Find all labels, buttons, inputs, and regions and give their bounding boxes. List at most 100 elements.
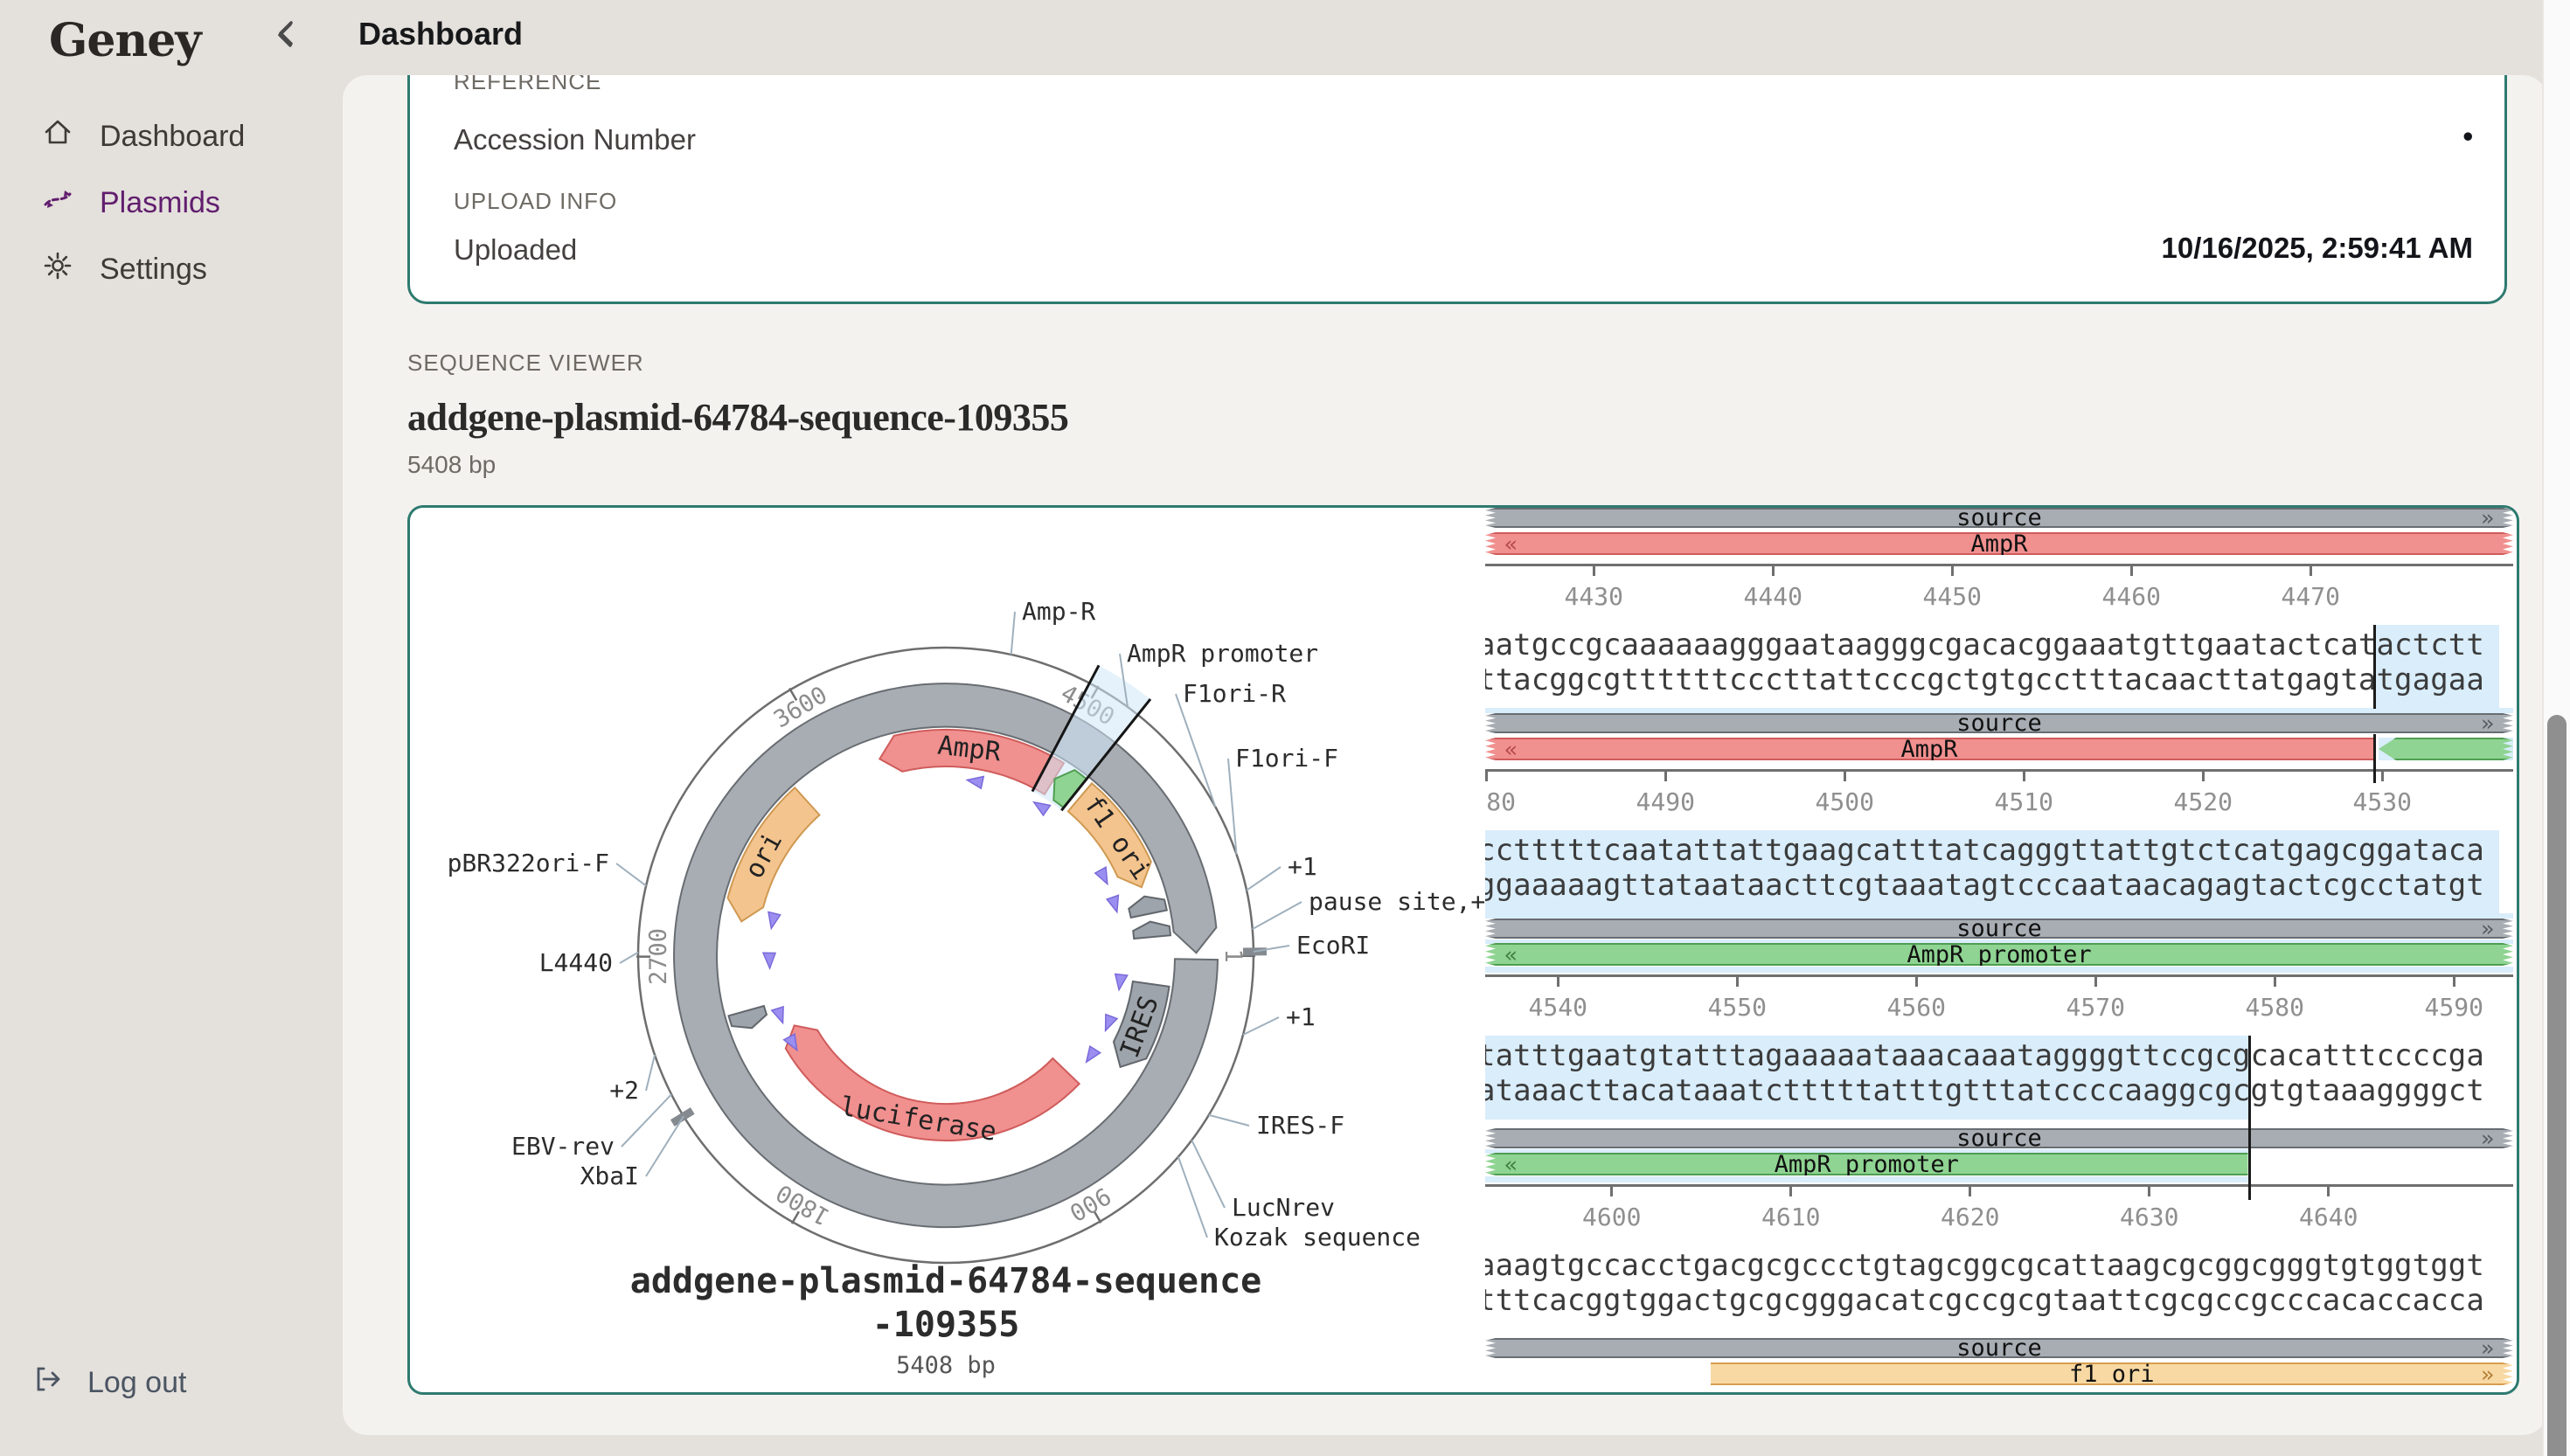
- sequence-row-block: source» f1 ori»: [1485, 1338, 2513, 1395]
- annotation-label-ampr-promoter[interactable]: AmpR promoter: [1127, 639, 1318, 668]
- ruler-coordinate: 4540: [1528, 993, 1587, 1022]
- annotation-bar-source[interactable]: source»: [1485, 508, 2513, 528]
- sidebar: Geney Dashboard Plasmids: [0, 0, 341, 1456]
- ruler-coordinate: 4480: [1485, 787, 1516, 816]
- selection-cursor-line: [2248, 1036, 2251, 1200]
- ruler-tick: [1556, 977, 1559, 987]
- selection-highlight: [1485, 1036, 2248, 1120]
- annotation-bar-source[interactable]: source»: [1485, 1128, 2513, 1148]
- sequence-top-strand[interactable]: aatgccgcaaaaaagggaataagggcgacacggaaatgtt…: [1485, 627, 2484, 662]
- annotation-bar-label: AmpR: [1970, 530, 2028, 558]
- annotation-label-pause-site-+1[interactable]: pause site,+1: [1309, 887, 1500, 916]
- annotation-label-xbai[interactable]: XbaI: [580, 1161, 639, 1190]
- annotation-bar-source[interactable]: source»: [1485, 713, 2513, 733]
- sequence-bottom-strand[interactable]: ttacggcgttttttcccttattcccgctgtgcctttacaa…: [1485, 662, 2484, 697]
- annotation-bar-label: AmpR promoter: [1907, 940, 2092, 968]
- ruler-tick: [1610, 1187, 1614, 1196]
- main-content-card: REFERENCE Accession Number • UPLOAD INFO…: [343, 75, 2547, 1435]
- feature-arc-source[interactable]: [673, 683, 1219, 1229]
- selection-wedge: [1032, 665, 1150, 811]
- annotation-bar-ampr-promoter[interactable]: AmpR promoter «: [1485, 1153, 2248, 1175]
- annotation-label-lucnrev[interactable]: LucNrev: [1232, 1193, 1335, 1222]
- annotation-label-l4440[interactable]: L4440: [539, 948, 613, 977]
- annotation-bar-source[interactable]: source»: [1485, 1338, 2513, 1358]
- sidebar-item-settings[interactable]: Settings: [0, 236, 341, 302]
- sequence-top-strand[interactable]: aaagtgccacctgacgcgccctgtagcggcgcattaagcg…: [1485, 1248, 2484, 1283]
- position-tick-label: 2700: [645, 928, 672, 985]
- sidebar-item-plasmids[interactable]: Plasmids: [0, 170, 341, 236]
- ruler-coordinate: 4520: [2173, 787, 2233, 816]
- plasmid-circular-map[interactable]: 19001800270036004500AmpRf1 orioriIRESluc…: [410, 508, 2519, 1395]
- annotation-label-+1[interactable]: +1: [1286, 1002, 1316, 1031]
- sequence-top-strand[interactable]: cctttttcaatattattgaagcatttatcagggttattgt…: [1485, 833, 2484, 868]
- sidebar-item-dashboard[interactable]: Dashboard: [0, 103, 341, 170]
- annotation-label-amp-r[interactable]: Amp-R: [1022, 597, 1095, 626]
- scrollbar-thumb[interactable]: [2547, 715, 2567, 1456]
- annotation-bar-ampr-promoter[interactable]: AmpR promoter «: [1485, 943, 2513, 966]
- primer-arrow[interactable]: [1114, 973, 1129, 992]
- callout-line: [1119, 653, 1129, 708]
- annotation-bar-ampr[interactable]: AmpR «: [1485, 532, 2513, 555]
- annotation-label-ecori[interactable]: EcoRI: [1296, 931, 1370, 960]
- primer-arrow[interactable]: [770, 1005, 784, 1025]
- annotation-label-kozak-sequence[interactable]: Kozak sequence: [1214, 1223, 1420, 1251]
- reverse-strand-icon: «: [1504, 941, 1518, 967]
- sidebar-item-label: Plasmids: [100, 185, 220, 219]
- scrollbar-track[interactable]: [2542, 0, 2570, 1456]
- ruler-tick: [2129, 566, 2133, 576]
- annotation-bar-source[interactable]: source»: [1485, 919, 2513, 939]
- sequence-bottom-strand[interactable]: tttcacggtggactgcgcgggacatcgccgcgtaattcgc…: [1485, 1283, 2484, 1318]
- ruler-tick: [1969, 1187, 1972, 1196]
- annotation-label-ires-f[interactable]: IRES-F: [1256, 1111, 1344, 1140]
- feature-arc[interactable]: [1052, 768, 1088, 809]
- primer-arrow[interactable]: [782, 1033, 798, 1052]
- primer-arrow[interactable]: [965, 775, 985, 790]
- ruler-tick: [2273, 977, 2276, 987]
- sequence-viewer-box: 19001800270036004500AmpRf1 orioriIRESluc…: [407, 505, 2519, 1395]
- sequence-bottom-strand[interactable]: ggaaaaagttataataacttcgtaaatagtcccaataaca…: [1485, 868, 2484, 903]
- logout-button[interactable]: Log out: [31, 1363, 186, 1403]
- feature-arc-f1-ori[interactable]: [1066, 781, 1152, 889]
- annotation-bar-f1-ori[interactable]: f1 ori »: [1711, 1362, 2514, 1385]
- ruler-coordinate: 4510: [1994, 787, 2053, 816]
- feature-arc[interactable]: [1132, 920, 1172, 940]
- back-button[interactable]: [267, 12, 306, 54]
- ruler-coordinate: 4630: [2120, 1203, 2179, 1231]
- feature-arc[interactable]: [727, 1004, 768, 1030]
- plasmid-details-card: REFERENCE Accession Number • UPLOAD INFO…: [407, 75, 2507, 304]
- annotation-label-+1[interactable]: +1: [1288, 852, 1317, 881]
- sequence-bottom-strand[interactable]: ataaacttacataaatctttttatttgtttatccccaagg…: [1485, 1073, 2484, 1108]
- plasmid-length: 5408 bp: [896, 1352, 996, 1379]
- annotation-bar-green[interactable]: [2379, 738, 2513, 760]
- ruler-tick: [2201, 772, 2205, 781]
- sequence-row-block: source » AmpR « 4430 4440 4450 4460 4470 aatgccgc…: [1485, 508, 2513, 713]
- accession-number-label: Accession Number: [454, 123, 696, 156]
- annotation-label-f1ori-f[interactable]: F1ori-F: [1235, 744, 1338, 773]
- feature-arc-ampr[interactable]: [878, 728, 1066, 796]
- annotation-label-pbr322ori-f[interactable]: pBR322ori-F: [448, 849, 609, 877]
- ruler-axis: [1485, 769, 2513, 772]
- feature-arc[interactable]: [1128, 895, 1168, 919]
- primer-arrow[interactable]: [1105, 894, 1120, 914]
- annotation-label-+2[interactable]: +2: [609, 1076, 639, 1105]
- ruler-tick: [1592, 566, 1595, 576]
- feature-arc-luciferase[interactable]: [784, 1024, 1081, 1141]
- annotation-bar-ampr[interactable]: AmpR «: [1485, 738, 2373, 760]
- linear-sequence-panel[interactable]: source» AmpR «4430 4440 4450 4460 4470 aatgccgc…: [1485, 508, 2513, 1395]
- primer-arrow[interactable]: [761, 952, 777, 971]
- primer-arrow[interactable]: [1104, 1013, 1119, 1033]
- primer-arrow[interactable]: [1031, 801, 1052, 817]
- ruler-coordinate: 4550: [1707, 993, 1767, 1022]
- ruler-tick: [2148, 1187, 2151, 1196]
- primer-arrow[interactable]: [768, 911, 781, 931]
- annotation-bar-label: AmpR promoter: [1774, 1150, 1959, 1178]
- chevron-left-icon: [267, 21, 306, 58]
- ruler-coordinate: 4610: [1761, 1203, 1821, 1231]
- primer-arrow[interactable]: [1085, 1045, 1102, 1064]
- feature-arc-ori[interactable]: [726, 786, 821, 923]
- feature-arc-ires[interactable]: [1112, 980, 1170, 1069]
- primer-arrow[interactable]: [1094, 865, 1108, 886]
- annotation-label-f1ori-r[interactable]: F1ori-R: [1183, 679, 1286, 708]
- sequence-top-strand[interactable]: tatttgaatgtatttagaaaaataaacaaataggggttcc…: [1485, 1038, 2484, 1073]
- annotation-label-ebv-rev[interactable]: EBV-rev: [511, 1132, 615, 1161]
